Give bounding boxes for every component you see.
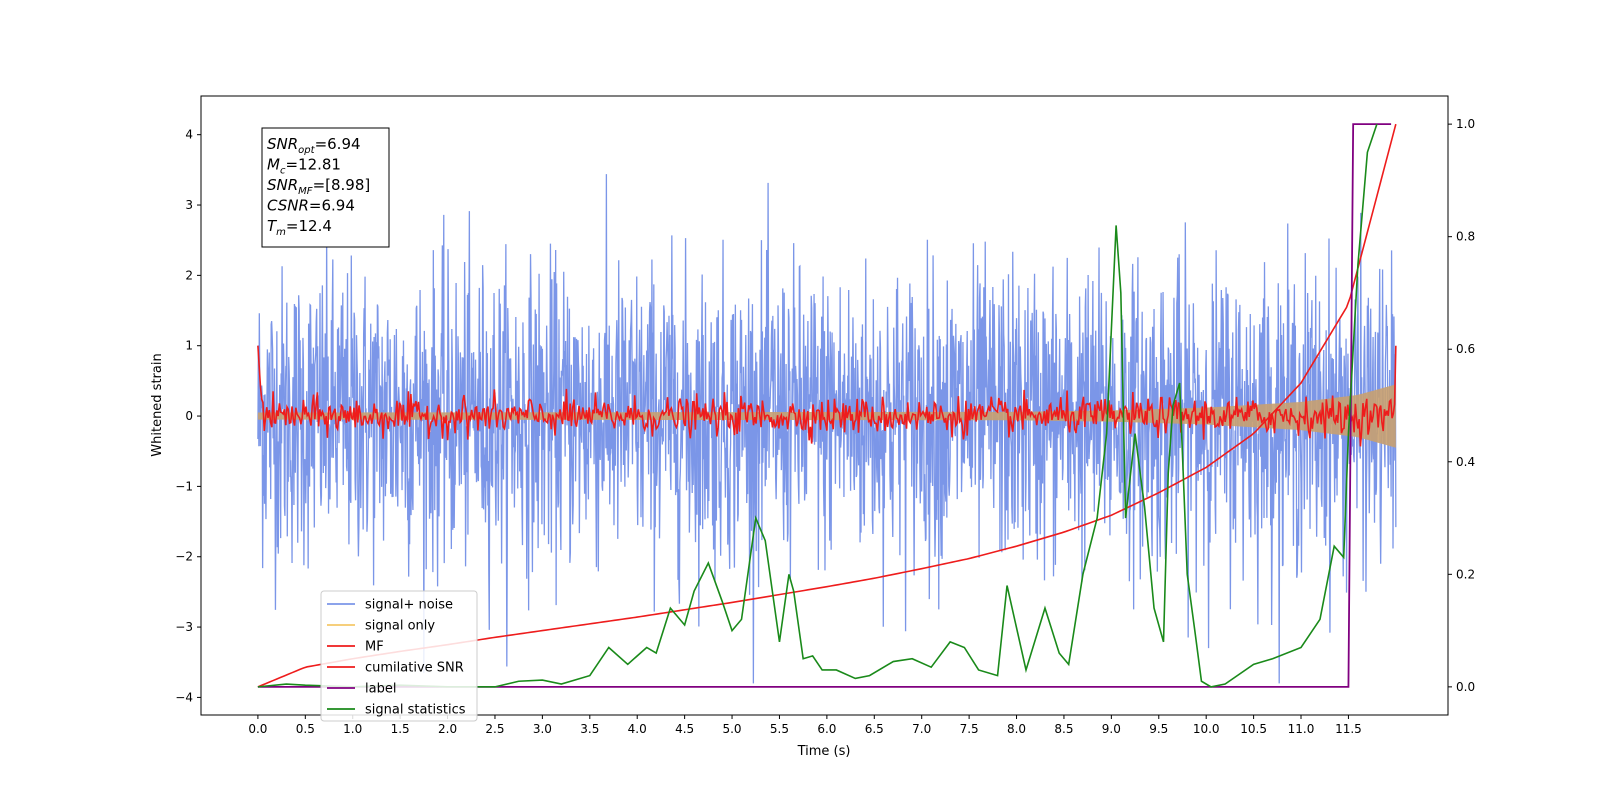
x-axis: 0.0 0.5 1.0 1.5 2.0 2.5 3.0 3.5 4.0 4.5 5.0 5.5 6.0 6… [248, 715, 1362, 736]
x-tick-label: 6.5 [865, 722, 884, 736]
x-tick-label: 10.0 [1193, 722, 1220, 736]
y-left-tick-label: −2 [175, 550, 193, 564]
x-tick-label: 11.0 [1288, 722, 1315, 736]
x-tick-label: 4.0 [628, 722, 647, 736]
x-tick-label: 3.0 [533, 722, 552, 736]
x-tick-label: 9.5 [1149, 722, 1168, 736]
y-left-tick-label: 0 [185, 409, 193, 423]
legend-label: signal only [365, 619, 435, 634]
info-box-line: SNRMF=[8.98] [267, 176, 370, 197]
x-tick-label: 5.5 [770, 722, 789, 736]
x-tick-label: 0.0 [248, 722, 267, 736]
y-axis-right: 1.0 0.8 0.6 0.4 0.2 0.0 [1448, 117, 1475, 694]
x-tick-label: 0.5 [296, 722, 315, 736]
y-left-tick-label: 4 [185, 128, 193, 142]
y-left-tick-label: −3 [175, 620, 193, 634]
y-right-tick-label: 0.2 [1456, 567, 1475, 581]
y-left-tick-label: 2 [185, 268, 193, 282]
plot-frame [200, 95, 1449, 716]
legend-label: signal statistics [365, 703, 466, 718]
legend-label: label [365, 682, 396, 697]
x-tick-label: 2.0 [438, 722, 457, 736]
legend-label: MF [365, 640, 384, 655]
x-tick-label: 5.0 [722, 722, 741, 736]
y-left-tick-label: 3 [185, 198, 193, 212]
y-left-tick-label: −1 [175, 479, 193, 493]
x-tick-label: 6.0 [817, 722, 836, 736]
y-right-tick-label: 0.8 [1456, 230, 1475, 244]
y-left-tick-label: −4 [175, 690, 193, 704]
info-box-line: Mc=12.81 [267, 156, 341, 177]
x-axis-label: Time (s) [797, 744, 851, 759]
y-right-tick-label: 1.0 [1456, 117, 1475, 131]
y-right-tick-label: 0.4 [1456, 455, 1475, 469]
x-tick-label: 1.5 [391, 722, 410, 736]
legend-label: signal+ noise [365, 598, 453, 613]
info-box-line: CSNR=6.94 [267, 197, 355, 215]
x-tick-label: 8.0 [1007, 722, 1026, 736]
x-tick-label: 4.5 [675, 722, 694, 736]
y-axis-label: Whitened strain [150, 353, 165, 456]
x-tick-label: 7.5 [960, 722, 979, 736]
series-signal-noise [257, 174, 1397, 684]
x-tick-label: 11.5 [1335, 722, 1362, 736]
info-box-line: SNRopt=6.94 [267, 135, 361, 156]
info-box-line: Tm=12.4 [267, 217, 332, 238]
x-tick-label: 9.0 [1102, 722, 1121, 736]
legend-label: cumilative SNR [365, 661, 464, 676]
y-left-tick-label: 1 [185, 339, 193, 353]
y-axis-left: 4 3 2 1 0 −1 −2 −3 −4 [175, 128, 201, 704]
y-right-tick-label: 0.6 [1456, 342, 1475, 356]
x-tick-label: 7.0 [912, 722, 931, 736]
x-tick-label: 2.5 [485, 722, 504, 736]
x-tick-label: 10.5 [1240, 722, 1267, 736]
y-right-tick-label: 0.0 [1456, 680, 1475, 694]
series-signal-statistics [257, 123, 1378, 688]
x-tick-label: 3.5 [580, 722, 599, 736]
x-tick-label: 8.5 [1054, 722, 1073, 736]
legend-frame [320, 590, 478, 722]
series-mf [257, 345, 1397, 447]
legend: signal+ noise signal only MF cumilative SNR… [320, 590, 478, 722]
x-tick-label: 1.0 [343, 722, 362, 736]
info-box: SNRopt=6.94Mc=12.81SNRMF=[8.98]CSNR=6.94… [261, 127, 390, 248]
info-box-frame [261, 127, 390, 248]
